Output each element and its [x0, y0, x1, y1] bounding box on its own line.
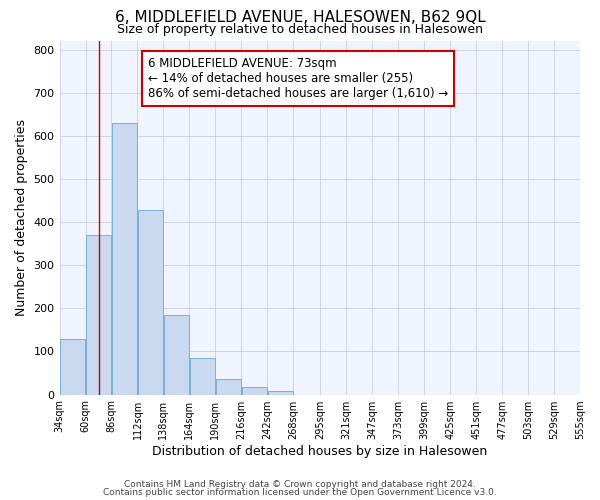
Text: 6 MIDDLEFIELD AVENUE: 73sqm
← 14% of detached houses are smaller (255)
86% of se: 6 MIDDLEFIELD AVENUE: 73sqm ← 14% of det…	[148, 57, 448, 100]
Bar	[138, 210, 163, 394]
Bar	[112, 123, 137, 394]
Text: 6, MIDDLEFIELD AVENUE, HALESOWEN, B62 9QL: 6, MIDDLEFIELD AVENUE, HALESOWEN, B62 9Q…	[115, 10, 485, 25]
Bar	[60, 338, 85, 394]
Bar	[164, 315, 189, 394]
Bar	[86, 235, 111, 394]
Bar	[190, 358, 215, 395]
Bar	[268, 391, 293, 394]
Text: Size of property relative to detached houses in Halesowen: Size of property relative to detached ho…	[117, 22, 483, 36]
Text: Contains HM Land Registry data © Crown copyright and database right 2024.: Contains HM Land Registry data © Crown c…	[124, 480, 476, 489]
Text: Contains public sector information licensed under the Open Government Licence v3: Contains public sector information licen…	[103, 488, 497, 497]
Bar	[242, 387, 267, 394]
Y-axis label: Number of detached properties: Number of detached properties	[15, 120, 28, 316]
X-axis label: Distribution of detached houses by size in Halesowen: Distribution of detached houses by size …	[152, 444, 487, 458]
Bar	[215, 380, 241, 394]
